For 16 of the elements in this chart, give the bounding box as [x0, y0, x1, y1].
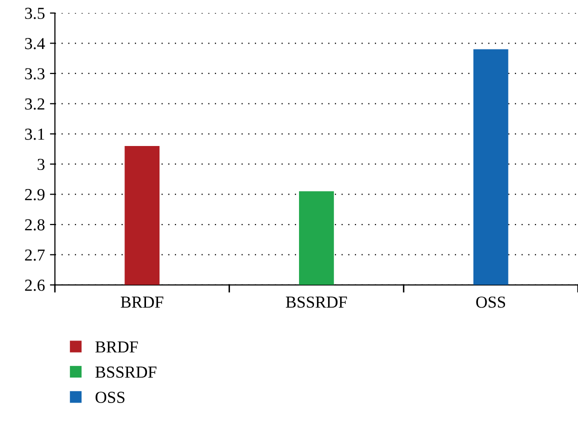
- y-tick-label: 3.5: [25, 8, 45, 20]
- y-tick-label: 2.7: [25, 249, 45, 261]
- legend-label: OSS: [96, 392, 124, 403]
- y-tick-label: 3.4: [25, 38, 45, 50]
- legend-label: BRDF: [95, 341, 138, 352]
- y-tick-label: 3.1: [25, 128, 44, 140]
- legend-label: BSSRDF: [95, 366, 156, 378]
- x-tick-label: BSSRDF: [286, 296, 347, 308]
- y-tick-label: 2.6: [25, 280, 45, 291]
- y-tick-label: 3.3: [25, 68, 45, 80]
- x-tick-label: OSS: [476, 296, 506, 308]
- y-tick-label: 2.8: [25, 219, 45, 231]
- y-tick-label: 2.9: [25, 189, 45, 200]
- x-tick-label: BRDF: [120, 296, 164, 308]
- y-tick-label: 3: [38, 158, 45, 170]
- y-tick-label: 3.2: [25, 98, 44, 110]
